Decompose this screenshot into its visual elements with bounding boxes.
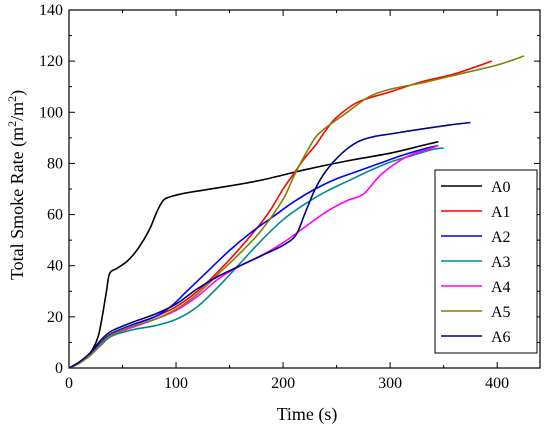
y-tick-label: 120 [39,53,63,70]
y-tick-label: 140 [39,2,63,19]
y-tick-label: 20 [47,309,63,326]
y-tick-label: 60 [47,207,63,224]
legend: A0 A1 A2 A3 A4 A5 A6 [434,169,538,354]
y-axis-title: Total Smoke Rate (m2/m2) [5,90,28,280]
x-tick-label: 400 [485,375,509,392]
legend-label-a3: A3 [491,254,511,271]
y-tick-label: 40 [47,258,63,275]
series-line-a2 [68,144,439,369]
series-layer [68,55,525,369]
x-axis-title: Time (s) [277,404,338,425]
legend-label-a4: A4 [491,279,511,296]
y-axis: 0 20 40 60 80 100 120 140 [39,2,540,377]
legend-label-a5: A5 [491,304,511,321]
x-tick-label: 100 [164,375,188,392]
series-line-a0 [68,140,439,369]
series-line-a5 [68,55,525,369]
legend-label-a2: A2 [491,229,511,246]
x-tick-label: 300 [378,375,402,392]
series-line-a6 [68,121,471,369]
legend-label-a0: A0 [491,179,511,196]
y-tick-label: 100 [39,104,63,121]
x-axis: 0 100 200 300 400 [65,10,509,392]
series-line-a4 [68,144,439,369]
y-tick-label: 80 [47,155,63,172]
y-tick-label: 0 [55,360,63,377]
legend-items: A0 A1 A2 A3 A4 A5 A6 [441,179,511,346]
legend-label-a1: A1 [491,204,511,221]
x-tick-label: 200 [271,375,295,392]
legend-label-a6: A6 [491,329,511,346]
x-tick-label: 0 [65,375,73,392]
series-line-a3 [68,147,444,369]
